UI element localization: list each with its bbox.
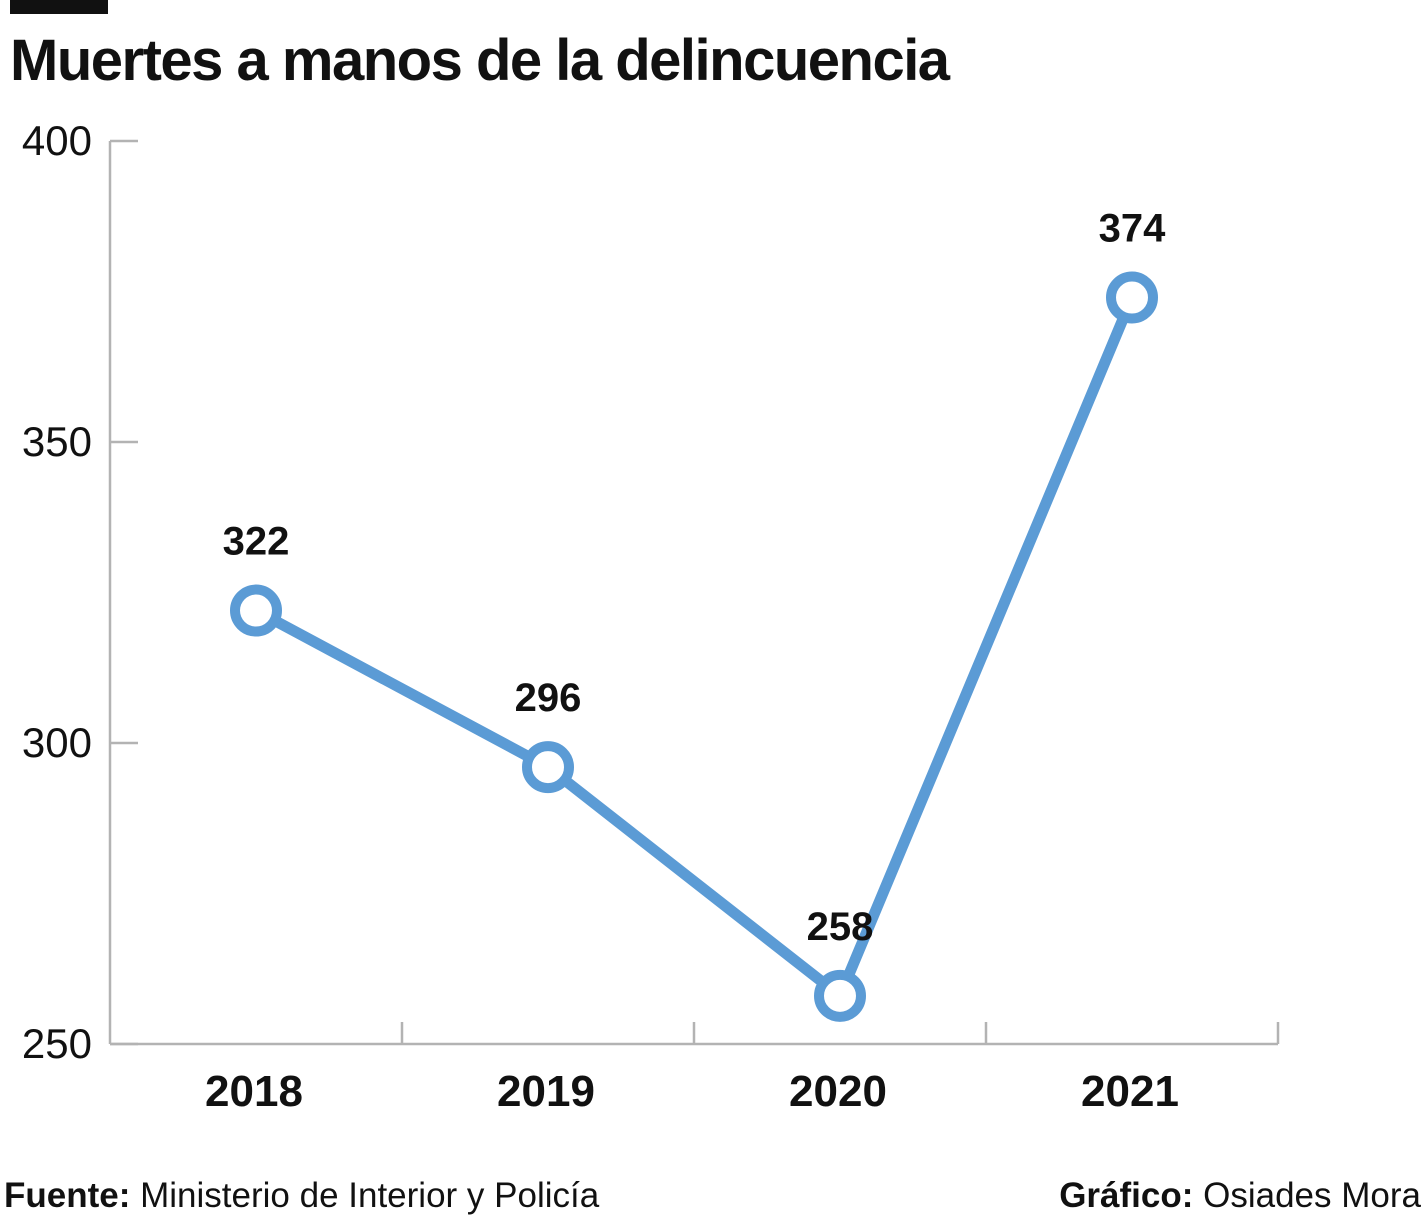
chart-axes: [108, 139, 1280, 1046]
credit-text: Osiades Mora: [1203, 1176, 1421, 1215]
data-label: 296: [515, 676, 582, 720]
source-label: Fuente:: [4, 1176, 131, 1215]
credit-note: Gráfico: Osiades Mora: [1059, 1174, 1421, 1218]
y-tick-label: 350: [22, 418, 92, 465]
data-point: [522, 741, 574, 794]
title-accent-bar: [10, 0, 108, 14]
source-note: Fuente: Ministerio de Interior y Policía: [4, 1174, 599, 1218]
data-point: [814, 969, 866, 1022]
chart-title: Muertes a manos de la delincuencia: [10, 28, 950, 93]
data-label: 322: [223, 520, 290, 564]
y-tick-labels: 250 300 350 400: [22, 117, 92, 1067]
series-line: [250, 292, 1138, 1002]
data-label: 374: [1099, 207, 1166, 251]
data-label: 258: [807, 905, 874, 949]
x-tick-label: 2021: [1081, 1067, 1179, 1116]
data-point: [230, 584, 282, 637]
x-tick-labels: 2018 2019 2020 2021: [205, 1067, 1179, 1116]
data-point: [1106, 271, 1158, 324]
credit-label: Gráfico:: [1059, 1176, 1194, 1215]
x-tick-label: 2018: [205, 1067, 303, 1116]
y-tick-label: 250: [22, 1020, 92, 1067]
data-labels: 322 296 258 374: [223, 207, 1166, 949]
y-tick-label: 300: [22, 719, 92, 766]
source-text: Ministerio de Interior y Policía: [140, 1176, 600, 1215]
series-group: [230, 271, 1158, 1022]
x-tick-label: 2019: [497, 1067, 595, 1116]
y-tick-label: 400: [22, 117, 92, 164]
x-tick-label: 2020: [789, 1067, 887, 1116]
